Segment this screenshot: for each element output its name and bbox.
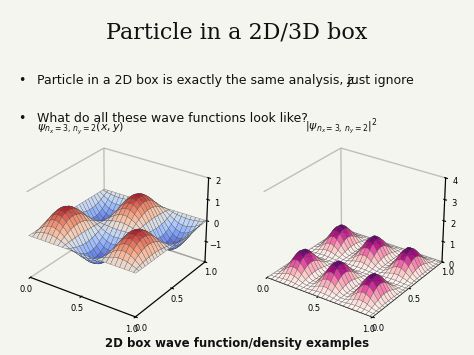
Text: z: z — [346, 74, 353, 87]
Text: .: . — [353, 74, 356, 87]
Text: $|\psi_{n_x=3,\,n_y=2}|^2$: $|\psi_{n_x=3,\,n_y=2}|^2$ — [305, 116, 377, 137]
Text: What do all these wave functions look like?: What do all these wave functions look li… — [37, 112, 308, 125]
Text: $\psi_{n_x=3,\,n_y=2}(x,y)$: $\psi_{n_x=3,\,n_y=2}(x,y)$ — [37, 121, 124, 137]
Text: •: • — [18, 112, 26, 125]
Text: •: • — [18, 74, 26, 87]
Text: Particle in a 2D/3D box: Particle in a 2D/3D box — [106, 21, 368, 43]
Text: Particle in a 2D box is exactly the same analysis, just ignore: Particle in a 2D box is exactly the same… — [37, 74, 418, 87]
Text: 2D box wave function/density examples: 2D box wave function/density examples — [105, 337, 369, 350]
